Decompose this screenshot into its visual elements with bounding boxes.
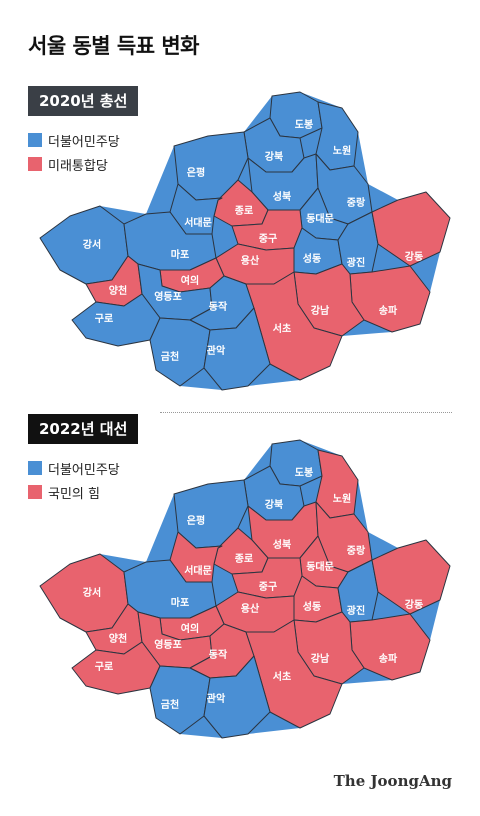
district-label: 관악 — [207, 344, 226, 357]
district-label: 강북 — [265, 498, 283, 511]
legend-swatch-red — [28, 157, 42, 171]
district-강동 — [371, 539, 451, 615]
district-label: 영등포 — [154, 638, 182, 651]
district-label: 영등포 — [154, 290, 182, 303]
district-label: 도봉 — [295, 467, 313, 479]
district-label: 노원 — [333, 492, 351, 505]
district-label: 여의 — [181, 274, 199, 287]
map-2-legend: 더불어민주당 국민의 힘 — [28, 458, 120, 506]
district-label: 용산 — [241, 602, 260, 615]
district-label: 동작 — [209, 300, 228, 313]
district-label: 성동 — [303, 252, 321, 265]
district-label: 금천 — [161, 350, 179, 363]
district-label: 중랑 — [347, 545, 366, 557]
district-label: 양천 — [109, 284, 127, 297]
district-label: 강북 — [265, 150, 283, 163]
district-label: 중구 — [259, 581, 277, 593]
district-label: 은평 — [187, 514, 205, 527]
district-노원 — [315, 101, 359, 171]
district-label: 강남 — [311, 304, 330, 317]
legend-item: 더불어민주당 — [28, 458, 120, 478]
district-label: 강동 — [405, 598, 423, 611]
district-label: 도봉 — [295, 119, 313, 131]
district-label: 광진 — [347, 256, 365, 269]
district-label: 구로 — [95, 661, 113, 673]
district-label: 송파 — [379, 652, 398, 665]
district-label: 종로 — [235, 205, 253, 217]
district-label: 여의 — [181, 622, 199, 635]
district-label: 동작 — [209, 648, 228, 661]
map-1-label: 2020년 총선 — [28, 86, 139, 116]
district-label: 성북 — [273, 538, 291, 551]
district-label: 중랑 — [347, 197, 366, 209]
publisher-credit: The JoongAng — [333, 772, 452, 790]
map-2-label: 2022년 대선 — [28, 414, 139, 444]
district-강동 — [371, 191, 451, 267]
page-title: 서울 동별 득표 변화 — [28, 34, 200, 58]
district-label: 성동 — [303, 600, 321, 613]
district-label: 노원 — [333, 144, 351, 157]
district-label: 강서 — [83, 586, 101, 599]
district-label: 은평 — [187, 166, 205, 179]
district-label: 송파 — [379, 304, 398, 317]
district-label: 구로 — [95, 313, 113, 325]
district-노원 — [315, 449, 359, 519]
district-label: 종로 — [235, 553, 253, 565]
district-label: 성북 — [273, 190, 291, 203]
district-label: 관악 — [207, 692, 226, 705]
district-label: 강남 — [311, 652, 330, 665]
district-label: 금천 — [161, 698, 179, 711]
legend-swatch-red — [28, 485, 42, 499]
district-label: 양천 — [109, 632, 127, 645]
section-divider — [160, 412, 452, 413]
district-관악 — [203, 307, 271, 391]
district-label: 서대문 — [184, 564, 212, 577]
district-label: 서대문 — [184, 216, 212, 229]
legend-label: 국민의 힘 — [48, 486, 100, 502]
district-label: 마포 — [171, 596, 189, 609]
legend-item: 더불어민주당 — [28, 130, 120, 150]
district-label: 동대문 — [306, 560, 334, 573]
district-label: 강서 — [83, 238, 101, 251]
district-label: 용산 — [241, 254, 260, 267]
district-label: 서초 — [273, 670, 291, 683]
legend-label: 더불어민주당 — [48, 134, 120, 150]
district-label: 광진 — [347, 604, 365, 617]
legend-swatch-blue — [28, 461, 42, 475]
legend-item: 국민의 힘 — [28, 482, 120, 502]
legend-label: 미래통합당 — [48, 158, 108, 174]
legend-swatch-blue — [28, 133, 42, 147]
district-label: 서초 — [273, 322, 291, 335]
district-label: 마포 — [171, 248, 189, 261]
district-관악 — [203, 655, 271, 739]
map-1-legend: 더불어민주당 미래통합당 — [28, 130, 120, 178]
district-label: 동대문 — [306, 212, 334, 225]
district-label: 중구 — [259, 233, 277, 245]
legend-item: 미래통합당 — [28, 154, 120, 174]
district-label: 강동 — [405, 250, 423, 263]
legend-label: 더불어민주당 — [48, 462, 120, 478]
